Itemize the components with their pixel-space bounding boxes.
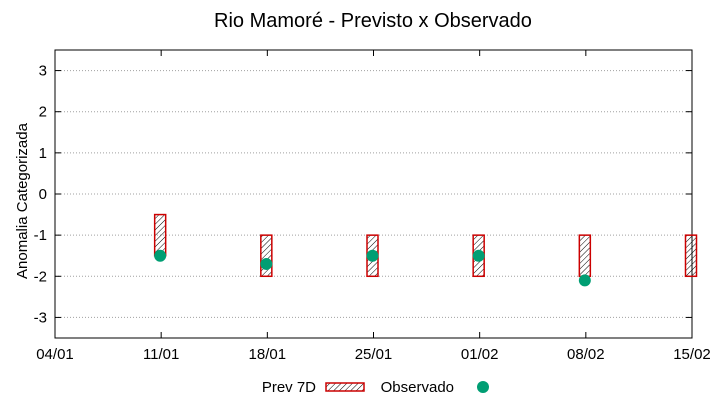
x-tick-label: 25/01: [355, 346, 393, 363]
x-tick-label: 11/01: [143, 346, 179, 363]
observed-point: [260, 257, 273, 270]
observed-point: [578, 274, 591, 287]
x-tick-label: 15/02: [673, 346, 711, 363]
forecast-box: [684, 234, 698, 278]
y-tick-label: -3: [34, 309, 47, 326]
y-tick-label: 2: [39, 104, 47, 121]
x-tick-label: 01/02: [461, 346, 499, 363]
forecast-boxes: [153, 213, 698, 278]
legend-label-prev: Prev 7D: [262, 379, 316, 396]
y-axis-ticks: -3 -2 -1 0 1 2 3: [34, 63, 692, 326]
chart-title: Rio Mamoré - Previsto x Observado: [214, 10, 532, 32]
legend-swatch-prev: [325, 382, 365, 392]
gridlines: [55, 70, 692, 318]
x-axis-ticks: 04/01 11/01 18/01 25/01 01/02 08/02 15/02: [36, 50, 711, 363]
x-tick-label: 08/02: [567, 346, 605, 363]
y-tick-label: 1: [39, 145, 47, 162]
x-tick-label: 04/01: [36, 346, 74, 363]
y-axis-title: Anomalia Categorizada: [14, 122, 31, 279]
legend-label-observado: Observado: [381, 379, 454, 396]
forecast-box: [153, 213, 167, 257]
observed-point: [154, 249, 167, 262]
legend-marker-observado: [477, 381, 489, 393]
y-tick-label: 0: [39, 186, 47, 203]
forecast-box: [578, 234, 592, 278]
legend: Prev 7D Observado: [262, 379, 489, 396]
y-tick-label: -1: [34, 227, 47, 244]
forecast-box: [260, 234, 273, 278]
observed-point: [366, 249, 379, 262]
observed-point: [472, 249, 485, 262]
x-tick-label: 18/01: [249, 346, 287, 363]
y-tick-label: 3: [39, 63, 47, 80]
observed-points: [154, 249, 591, 287]
y-tick-label: -2: [34, 268, 47, 285]
